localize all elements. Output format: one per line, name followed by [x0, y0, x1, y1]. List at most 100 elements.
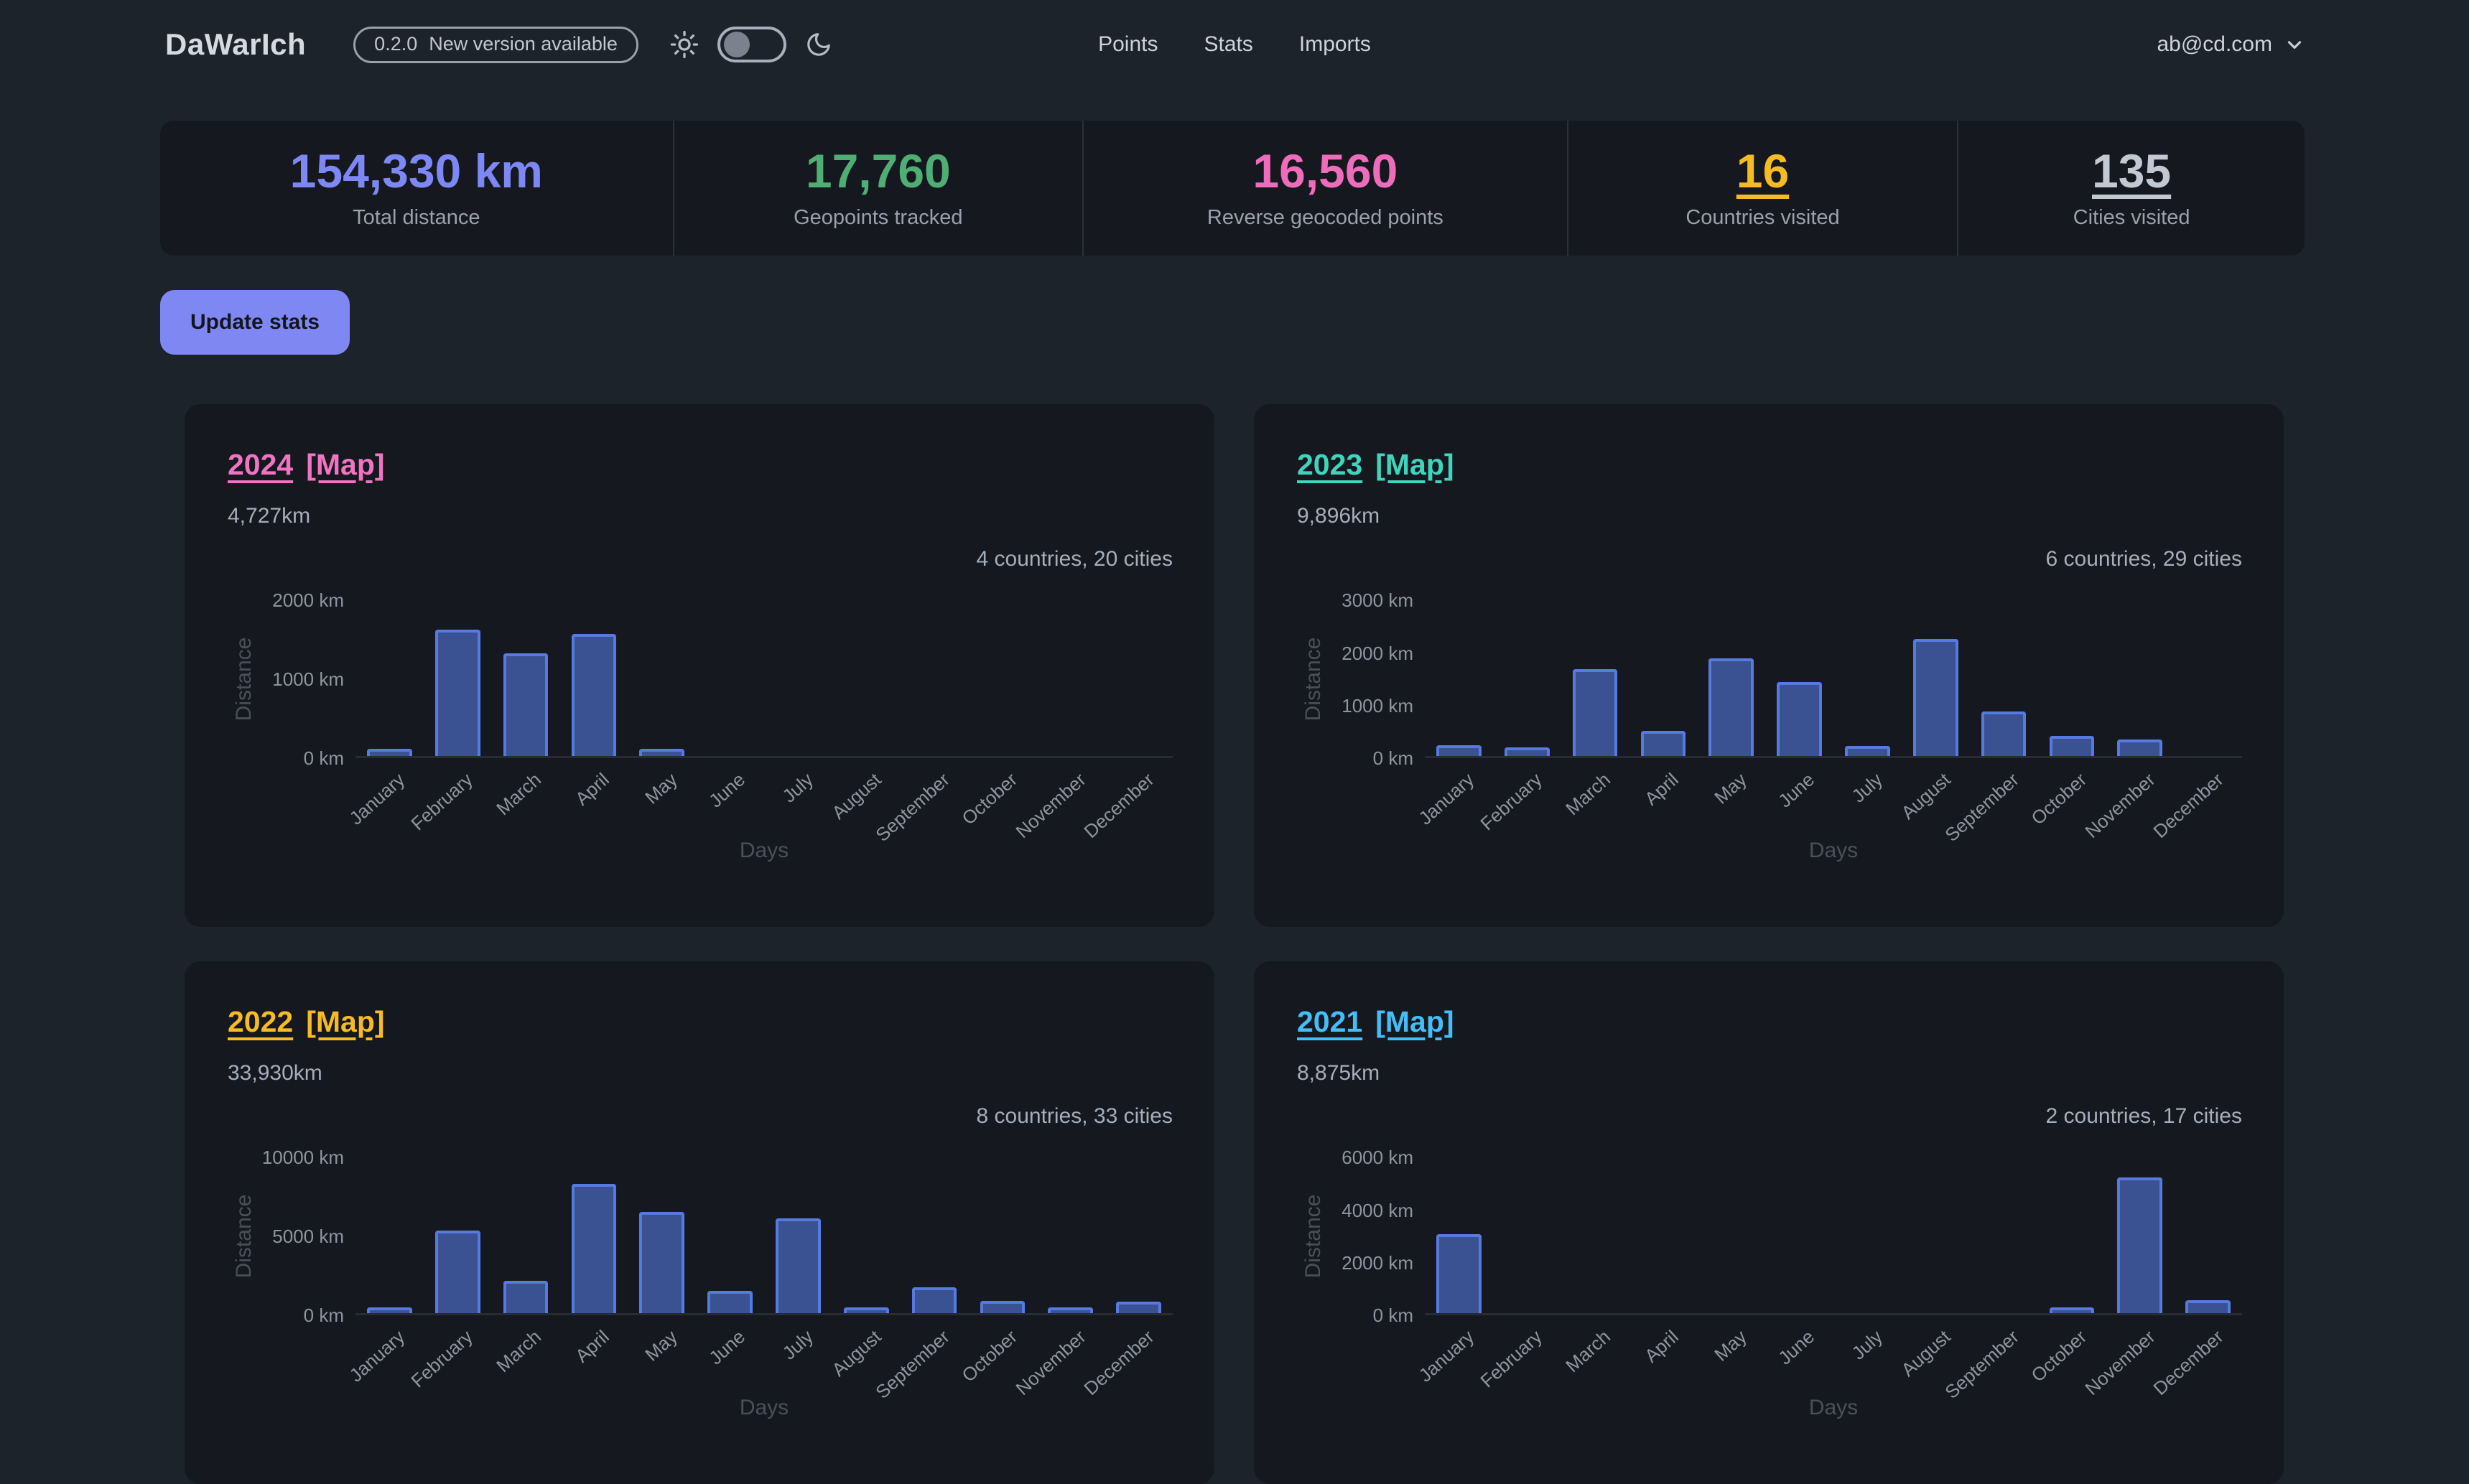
chart-bar-april	[1640, 731, 1686, 757]
chart-bar-october	[2049, 735, 2095, 757]
plot-area	[1425, 1157, 2242, 1316]
map-link[interactable]: [Map]	[306, 448, 385, 481]
year-summary: 4 countries, 20 cities	[976, 547, 1173, 571]
x-label-july: July	[1847, 1325, 1887, 1364]
update-stats-button[interactable]: Update stats	[160, 290, 350, 355]
moon-icon	[807, 33, 830, 56]
main-nav: Points Stats Imports	[1098, 32, 1371, 57]
x-axis-labels: January February March April May June July Augu…	[1414, 1315, 2242, 1403]
chart-bar-august	[1912, 639, 1958, 757]
x-label-september: September	[871, 1325, 954, 1404]
year-link[interactable]: 2021	[1297, 1005, 1363, 1038]
x-label-september: September	[871, 768, 954, 846]
chart-bar-september	[1981, 711, 2027, 757]
x-label-june: June	[705, 1325, 750, 1369]
stats-bar: 154,330 km Total distance 17,760 Geopoin…	[160, 121, 2305, 256]
map-link[interactable]: [Map]	[306, 1005, 385, 1038]
x-label-april: April	[570, 768, 613, 810]
y-tick-2000: 2000 km	[272, 589, 344, 612]
chart-bar-october	[980, 1300, 1026, 1314]
sun-icon	[670, 30, 699, 59]
x-label-may: May	[1709, 1325, 1751, 1366]
x-label-october: October	[957, 1325, 1022, 1386]
y-tick-6000: 6000 km	[1342, 1147, 1413, 1169]
x-label-november: November	[1011, 1325, 1090, 1400]
nav-item-stats[interactable]: Stats	[1204, 32, 1253, 56]
year-link[interactable]: 2024	[228, 448, 294, 481]
plot-area	[355, 600, 1173, 759]
x-label-september: September	[1940, 1325, 2023, 1404]
chart-bar-august	[843, 1307, 889, 1314]
chart-bar-february	[434, 1230, 480, 1314]
year-distance: 33,930km	[228, 1061, 322, 1086]
stat-cell-cities: 135 Cities visited	[1957, 121, 2305, 256]
chart-bar-april	[571, 1183, 617, 1314]
x-label-july: July	[778, 768, 818, 807]
year-link[interactable]: 2022	[228, 1005, 294, 1038]
x-label-june: June	[1774, 1325, 1819, 1369]
x-axis-title: Days	[1808, 1396, 1859, 1420]
y-tick-2000: 2000 km	[1342, 642, 1413, 664]
y-tick-0: 0 km	[303, 1305, 344, 1327]
version-message: New version available	[429, 32, 618, 55]
x-label-august: August	[827, 768, 885, 824]
nav-item-imports[interactable]: Imports	[1298, 32, 1371, 56]
x-label-december: December	[1079, 1325, 1158, 1400]
x-axis-labels: January February March April May June July Augu…	[345, 1315, 1173, 1403]
chart-bar-may	[639, 1212, 685, 1314]
y-tick-1000: 1000 km	[1342, 694, 1413, 717]
chart-bar-may	[639, 749, 685, 757]
x-label-may: May	[1709, 768, 1751, 808]
y-axis-title: Distance	[232, 637, 256, 722]
map-link[interactable]: [Map]	[1375, 448, 1454, 481]
x-label-july: July	[778, 1325, 818, 1364]
card-title: 2024 [Map]	[228, 447, 1173, 482]
card-title: 2021 [Map]	[1297, 1004, 2242, 1040]
year-summary: 8 countries, 33 cities	[976, 1104, 1173, 1129]
y-axis-ticks: 0 km 5000 km 10000 km	[261, 1148, 355, 1325]
x-label-march: March	[492, 768, 545, 820]
map-link[interactable]: [Map]	[1375, 1005, 1454, 1038]
x-label-february: February	[1476, 1325, 1546, 1392]
x-label-june: June	[1774, 768, 1819, 812]
y-axis-ticks: 0 km 1000 km 2000 km 3000 km	[1330, 591, 1425, 767]
x-label-december: December	[2149, 1325, 2228, 1400]
theme-toggle[interactable]	[717, 27, 786, 62]
cards-grid: 2024 [Map] 4,727km 4 countries, 20 cities…	[185, 404, 2284, 1484]
stat-value-cities-link[interactable]: 135	[2092, 144, 2172, 197]
version-badge[interactable]: 0.2.0 New version available	[353, 26, 638, 63]
nav-item-points[interactable]: Points	[1098, 32, 1158, 56]
x-label-may: May	[640, 1325, 682, 1366]
x-label-april: April	[1640, 1325, 1683, 1367]
chart-bar-march	[1572, 669, 1618, 757]
x-label-october: October	[957, 768, 1022, 829]
chart-bar-january	[1436, 1234, 1482, 1314]
stat-value-countries-link[interactable]: 16	[1736, 144, 1790, 197]
year-link[interactable]: 2023	[1297, 448, 1363, 481]
year-summary: 6 countries, 29 cities	[2045, 547, 2242, 571]
y-axis-ticks: 0 km 2000 km 4000 km 6000 km	[1330, 1148, 1425, 1325]
chart-bar-october	[2049, 1307, 2095, 1314]
chart-bar-november	[2117, 1177, 2163, 1314]
chart-bar-april	[571, 633, 617, 757]
x-axis-labels: January February March April May June July Augu…	[1414, 758, 2242, 846]
x-label-february: February	[406, 768, 477, 835]
chart-bar-july	[776, 1218, 821, 1314]
version-number: 0.2.0	[374, 32, 418, 55]
y-tick-0: 0 km	[303, 747, 344, 770]
year-distance: 4,727km	[228, 504, 311, 528]
chart-bar-december	[1116, 1301, 1161, 1314]
x-label-november: November	[2080, 768, 2159, 843]
account-menu[interactable]: ab@cd.com	[2157, 32, 2305, 57]
x-label-march: March	[492, 1325, 545, 1377]
x-axis-title: Days	[1808, 839, 1859, 863]
chart-bar-march	[503, 653, 549, 757]
x-label-november: November	[1011, 768, 1090, 843]
x-axis-title: Days	[739, 839, 789, 863]
x-label-october: October	[2027, 768, 2091, 829]
year-card-2023: 2023 [Map] 9,896km 6 countries, 29 cities…	[1254, 404, 2284, 927]
chevron-down-icon	[2287, 41, 2302, 49]
x-label-january: January	[345, 1325, 409, 1386]
chart-bar-january	[1436, 745, 1482, 757]
stat-label-total-distance: Total distance	[353, 205, 480, 229]
